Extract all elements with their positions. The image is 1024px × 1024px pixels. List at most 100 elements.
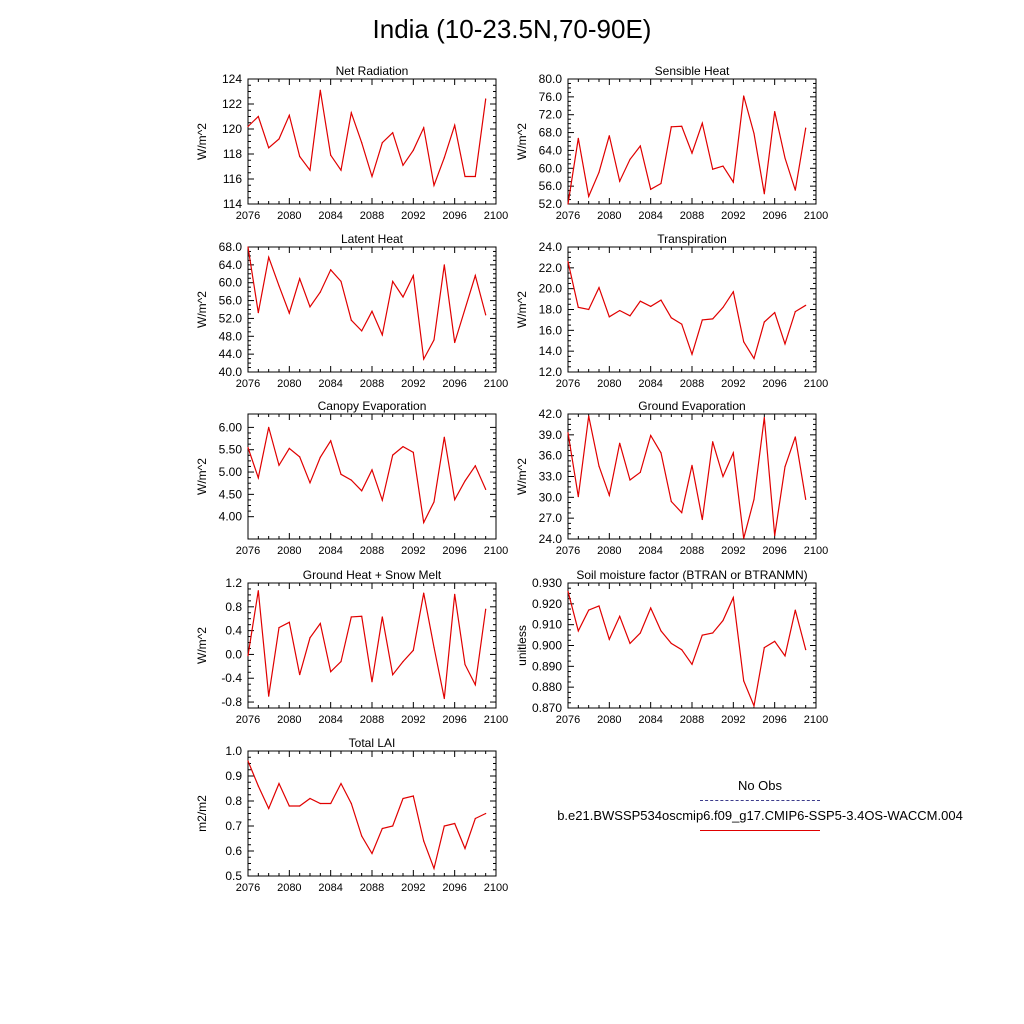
x-tick-label: 2092 <box>401 378 425 390</box>
y-tick-label: 60.0 <box>539 161 563 175</box>
data-point <box>619 309 621 312</box>
series-line <box>567 591 807 709</box>
data-point <box>392 825 394 827</box>
data-point <box>763 416 765 419</box>
legend-obs-label: No Obs <box>737 778 783 793</box>
x-tick-label: 2092 <box>721 545 745 557</box>
data-point <box>691 464 693 466</box>
plot-frame <box>567 413 817 540</box>
x-tick-label: 2092 <box>721 210 745 222</box>
x-tick-label: 2100 <box>804 545 828 557</box>
x-tick-label: 2096 <box>762 714 786 726</box>
y-axis-label: W/m^2 <box>515 123 529 160</box>
y-tick-label: 36.0 <box>539 449 563 463</box>
x-tick-label: 2076 <box>556 714 580 726</box>
data-point <box>608 494 610 496</box>
data-point <box>268 426 270 428</box>
data-point <box>268 807 270 810</box>
x-tick-label: 2092 <box>401 210 425 222</box>
x-tick-label: 2088 <box>360 378 384 390</box>
data-point <box>443 697 445 700</box>
y-tick-label: 120 <box>222 122 242 136</box>
y-tick-label: 44.0 <box>219 347 243 361</box>
x-tick-label: 2076 <box>236 714 260 726</box>
data-point <box>257 477 259 479</box>
data-point <box>288 621 290 623</box>
panel-title: Ground Heat + Snow Melt <box>303 568 442 582</box>
data-point <box>381 334 383 336</box>
data-point <box>288 805 290 807</box>
data-point <box>454 124 456 126</box>
data-point <box>247 655 249 657</box>
data-point <box>691 353 693 355</box>
y-tick-label: 40.0 <box>219 365 243 379</box>
chart-panel: Canopy Evaporation W/m^2 2076 2080 2084 2088 2… <box>195 399 508 557</box>
chart-panel: Net Radiation W/m^2 2076 2080 2084 2088 2092 20… <box>195 64 508 222</box>
x-tick-label: 2088 <box>680 210 704 222</box>
data-point <box>381 827 383 830</box>
y-tick-label: 14.0 <box>539 344 563 358</box>
y-tick-label: 22.0 <box>539 261 563 275</box>
series-line <box>567 415 807 539</box>
y-tick-label: 12.0 <box>539 365 563 379</box>
x-tick-label: 2084 <box>318 378 342 390</box>
y-tick-label: 56.0 <box>219 294 243 308</box>
x-tick-label: 2076 <box>236 882 260 894</box>
data-point <box>712 318 714 320</box>
data-point <box>732 181 734 183</box>
x-tick-label: 2084 <box>638 210 662 222</box>
series-line <box>247 427 487 525</box>
data-point <box>701 634 703 636</box>
data-point <box>330 802 332 805</box>
data-point <box>319 291 321 293</box>
data-point <box>619 442 621 444</box>
data-point <box>784 655 786 657</box>
data-point <box>577 306 579 309</box>
data-point <box>371 681 373 683</box>
data-point <box>381 499 383 501</box>
data-point <box>247 125 249 128</box>
y-tick-label: 0.900 <box>532 639 562 653</box>
data-point <box>619 180 621 182</box>
data-point <box>650 188 652 190</box>
x-tick-label: 2076 <box>236 378 260 390</box>
legend-obs-line <box>700 800 820 801</box>
x-tick-label: 2092 <box>401 714 425 726</box>
data-point <box>381 616 383 618</box>
x-tick-label: 2076 <box>236 545 260 557</box>
x-tick-label: 2080 <box>277 210 301 222</box>
x-tick-label: 2096 <box>442 378 466 390</box>
y-tick-label: 80.0 <box>539 72 563 86</box>
data-point <box>588 415 590 417</box>
data-point <box>712 168 714 170</box>
x-tick-label: 2084 <box>318 882 342 894</box>
legend-model-line <box>700 830 820 831</box>
legend-model-label: b.e21.BWSSP534oscmip6.f09_g17.CMIP6-SSP5… <box>557 808 963 823</box>
data-point <box>681 323 683 325</box>
data-point <box>299 674 301 676</box>
y-tick-label: 0.6 <box>225 844 242 858</box>
data-point <box>794 189 796 191</box>
data-point <box>392 280 394 282</box>
plot-frame <box>247 413 497 540</box>
series-line <box>247 760 486 871</box>
y-tick-label: 0.910 <box>532 618 562 632</box>
y-tick-label: 39.0 <box>539 428 563 442</box>
data-point <box>412 649 414 651</box>
plot-frame <box>247 750 497 877</box>
data-point <box>361 835 363 837</box>
data-point <box>423 127 425 129</box>
x-tick-label: 2076 <box>556 545 580 557</box>
data-point <box>257 115 259 118</box>
x-tick-label: 2088 <box>360 714 384 726</box>
data-point <box>464 308 466 310</box>
data-point <box>588 195 590 198</box>
data-point <box>433 501 435 503</box>
data-point <box>402 660 404 663</box>
y-tick-label: 64.0 <box>219 258 243 272</box>
x-tick-label: 2088 <box>360 882 384 894</box>
data-point <box>433 867 435 870</box>
data-point <box>433 646 435 648</box>
y-tick-label: 1.2 <box>225 576 242 590</box>
